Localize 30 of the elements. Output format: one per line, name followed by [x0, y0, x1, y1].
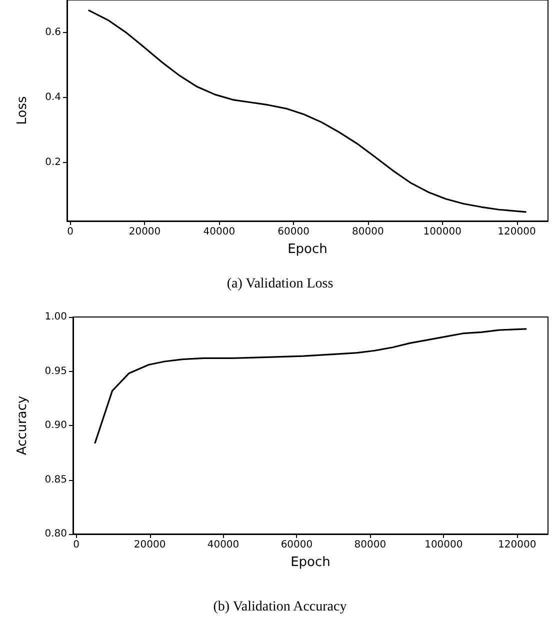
- x-tick-label: 80000: [354, 540, 386, 550]
- x-tick-label: 100000: [424, 540, 463, 550]
- x-tick-label: 0: [73, 540, 80, 550]
- x-tick-label: 40000: [207, 540, 240, 550]
- x-axis-title: Epoch: [290, 555, 330, 570]
- y-tick-label: 0.80: [44, 528, 67, 540]
- y-tick-label: 0.4: [45, 92, 61, 103]
- y-tick-label: 1.00: [44, 312, 67, 322]
- y-tick-label: 0.85: [44, 474, 67, 486]
- x-tick-label: 20000: [128, 226, 161, 238]
- x-tick-label: 80000: [352, 226, 384, 238]
- text: (a) Validation Loss: [226, 276, 334, 292]
- y-tick-label: 0.6: [45, 27, 61, 38]
- x-axis-title: Epoch: [288, 242, 328, 257]
- line-series: [88, 10, 526, 213]
- y-axis-title: Loss: [15, 96, 30, 125]
- line-series: [94, 328, 527, 444]
- y-tick-label: 0.2: [45, 157, 61, 168]
- x-tick-label: 20000: [134, 540, 166, 550]
- x-tick-label: 60000: [280, 540, 313, 550]
- x-tick-label: 60000: [278, 226, 310, 238]
- y-axis-title: Accuracy: [15, 396, 30, 456]
- x-tick-label: 120000: [498, 540, 536, 550]
- x-tick-label: 40000: [203, 226, 236, 238]
- x-tick-label: 120000: [498, 226, 536, 238]
- y-tick-label: 0.95: [44, 366, 67, 377]
- y-tick-label: 0.90: [44, 420, 67, 431]
- x-tick-label: 0: [67, 226, 74, 238]
- text: (b) Validation Accuracy: [213, 600, 347, 614]
- x-tick-label: 100000: [423, 226, 462, 238]
